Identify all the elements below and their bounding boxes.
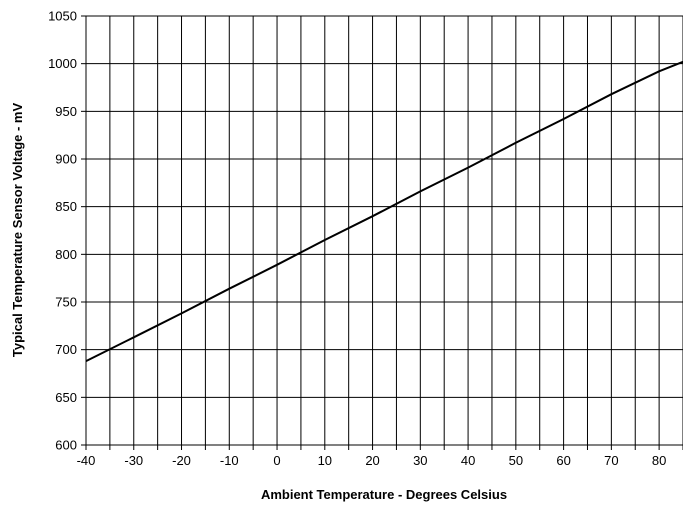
y-tick-label: 650 bbox=[55, 390, 77, 405]
x-tick-label: 40 bbox=[461, 453, 475, 468]
axis-ticks bbox=[81, 15, 683, 450]
x-tick-label: 70 bbox=[604, 453, 618, 468]
y-tick-label: 850 bbox=[55, 199, 77, 214]
y-tick-label: 950 bbox=[55, 104, 77, 119]
y-tick-label: 750 bbox=[55, 295, 77, 310]
x-tick-label: 80 bbox=[652, 453, 666, 468]
x-axis-title: Ambient Temperature - Degrees Celsius bbox=[261, 487, 507, 502]
series-line-sensor-voltage bbox=[85, 60, 683, 362]
x-tick-label: -10 bbox=[220, 453, 239, 468]
x-tick-label: 20 bbox=[365, 453, 379, 468]
y-tick-label: 800 bbox=[55, 247, 77, 262]
plot-background bbox=[86, 16, 683, 445]
y-tick-label: 1050 bbox=[48, 9, 77, 24]
x-tick-label: -40 bbox=[77, 453, 96, 468]
y-tick-label: 700 bbox=[55, 342, 77, 357]
y-tick-labels: 600 650 700 750 800 850 900 950 1000 1050 bbox=[48, 9, 77, 453]
y-tick-label: 1000 bbox=[48, 56, 77, 71]
series-layer bbox=[85, 60, 683, 362]
x-tick-label: 50 bbox=[509, 453, 523, 468]
y-axis-title: Typical Temperature Sensor Voltage - mV bbox=[10, 103, 25, 358]
y-tick-label: 900 bbox=[55, 152, 77, 167]
grid-lines bbox=[85, 15, 683, 446]
x-tick-label: 0 bbox=[273, 453, 280, 468]
x-tick-label: -20 bbox=[172, 453, 191, 468]
y-tick-label: 600 bbox=[55, 438, 77, 453]
x-tick-label: 60 bbox=[556, 453, 570, 468]
x-tick-label: 10 bbox=[318, 453, 332, 468]
x-tick-label: -30 bbox=[124, 453, 143, 468]
x-tick-labels: -40 -30 -20 -10 0 10 20 30 40 50 60 70 80 bbox=[77, 453, 667, 468]
x-tick-label: 30 bbox=[413, 453, 427, 468]
